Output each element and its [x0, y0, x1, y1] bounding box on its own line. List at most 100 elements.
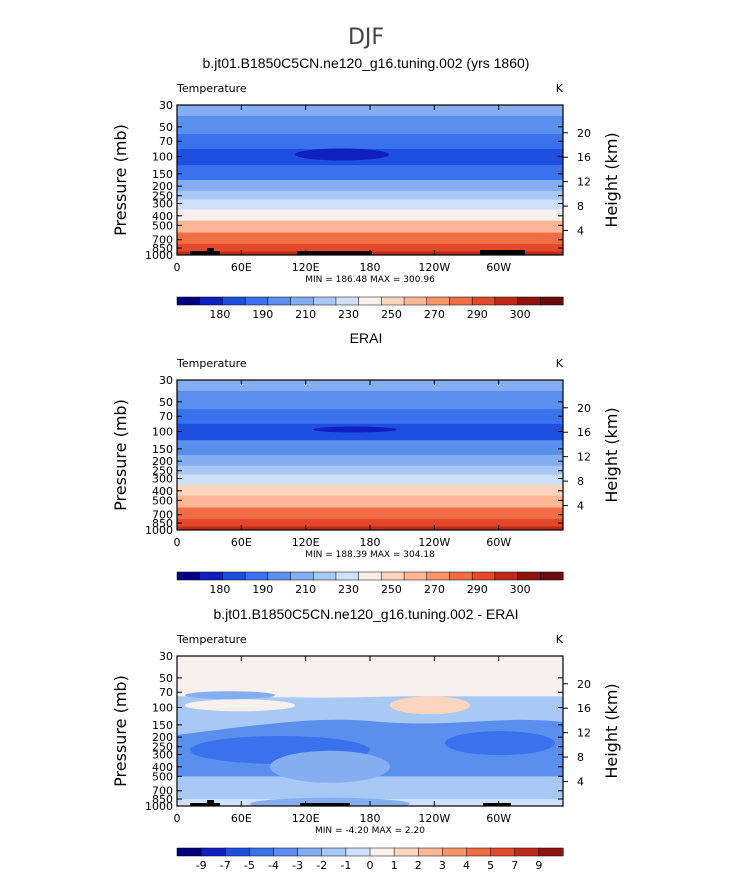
pressure-tick-label: 700	[152, 234, 173, 247]
panel-1: b.jt01.B1850C5CN.ne120_g16.tuning.002 (y…	[111, 55, 621, 321]
height-tick-label: 20	[577, 402, 591, 415]
height-tick-label: 8	[577, 751, 584, 764]
pressure-tick-label: 1000	[145, 249, 173, 262]
contour-band-50	[177, 115, 563, 135]
lon-tick-label: 180	[360, 536, 381, 549]
variable-label: Temperature	[176, 633, 247, 646]
diff-warm-left	[185, 699, 295, 712]
pressure-tick-label: 100	[152, 702, 173, 715]
height-tick-label: 8	[577, 200, 584, 213]
pressure-tick-label: 400	[152, 485, 173, 498]
colorbar-box	[403, 571, 428, 581]
pressure-tick-label: 300	[152, 472, 173, 485]
lon-tick-label: 60E	[231, 261, 252, 274]
topography-0	[190, 803, 220, 806]
colorbar-box	[449, 571, 473, 581]
pressure-tick-label: 150	[152, 719, 173, 732]
season-title: DJF	[348, 25, 384, 50]
colorbar-label: -9	[196, 859, 207, 872]
pressure-tick-label: 400	[152, 761, 173, 774]
colorbar-box	[312, 571, 337, 581]
contour-band-70	[177, 409, 563, 425]
pressure-tick-label: 50	[159, 396, 173, 409]
colorbar-box	[490, 847, 516, 857]
contour-band-70	[177, 134, 563, 150]
colorbar-label: 180	[209, 308, 230, 321]
contour-band-400	[177, 209, 563, 222]
height-tick-label: 12	[577, 176, 591, 189]
contour-band-300	[177, 474, 563, 486]
diff-warm-patch	[390, 696, 470, 715]
height-tick-label: 4	[577, 225, 584, 238]
colorbar-box	[514, 847, 540, 857]
pressure-tick-label: 70	[159, 686, 173, 699]
height-tick-label: 16	[577, 151, 591, 164]
panel-title: b.jt01.B1850C5CN.ne120_g16.tuning.002 - …	[213, 606, 518, 622]
lon-tick-label: 60W	[486, 812, 511, 825]
contour-band-700	[177, 507, 563, 520]
y-axis-label-right: Height (km)	[602, 683, 621, 778]
colorbar-label: 7	[511, 859, 518, 872]
lon-tick-label: 120E	[292, 261, 320, 274]
colorbar-box	[244, 296, 269, 306]
colorbar-label: 270	[424, 583, 445, 596]
contour-band-400	[177, 484, 563, 497]
topography-3	[483, 803, 511, 806]
colorbar-box	[442, 847, 468, 857]
colorbar-box	[540, 296, 564, 306]
colorbar-box	[369, 847, 395, 857]
topography-1	[207, 248, 214, 255]
colorbar-box	[449, 296, 473, 306]
contour-band-200	[177, 180, 563, 192]
diff-cool-core-right	[445, 731, 555, 756]
colorbar-box	[244, 571, 269, 581]
colorbar-box	[267, 571, 292, 581]
colorbar-box	[426, 571, 451, 581]
colorbar-box	[403, 296, 428, 306]
pressure-tick-label: 1000	[145, 524, 173, 537]
colorbar-box	[200, 847, 226, 857]
lon-tick-label: 120W	[418, 261, 450, 274]
colorbar-box	[345, 847, 371, 857]
colorbar-box	[381, 571, 405, 581]
topography-3	[480, 250, 525, 255]
pressure-tick-label: 850	[152, 793, 173, 806]
colorbar-label: 250	[381, 308, 402, 321]
diff-warm-upper	[177, 673, 480, 698]
colorbar-box	[297, 847, 323, 857]
pressure-tick-label: 200	[152, 731, 173, 744]
lon-tick-label: 60E	[231, 536, 252, 549]
pressure-tick-label: 250	[152, 190, 173, 203]
colorbar-label: 290	[467, 583, 488, 596]
colorbar-box	[471, 571, 496, 581]
colorbar-label: -7	[220, 859, 231, 872]
colorbar-box	[540, 571, 564, 581]
pressure-tick-label: 200	[152, 455, 173, 468]
colorbar-label: -4	[268, 859, 279, 872]
y-axis-label-right: Height (km)	[602, 407, 621, 502]
colorbar-label: 300	[510, 308, 531, 321]
colorbar-label: -5	[244, 859, 255, 872]
pressure-tick-label: 30	[159, 99, 173, 112]
colorbar-label: -2	[316, 859, 327, 872]
lon-tick-label: 60E	[231, 812, 252, 825]
pressure-tick-label: 100	[152, 151, 173, 164]
colorbar-label: 210	[295, 308, 316, 321]
panel-3: b.jt01.B1850C5CN.ne120_g16.tuning.002 - …	[111, 606, 621, 872]
pressure-tick-label: 700	[152, 785, 173, 798]
pressure-tick-label: 400	[152, 210, 173, 223]
lon-tick-label: 60W	[486, 536, 511, 549]
colorbar-label: 290	[467, 308, 488, 321]
colorbar-box	[290, 296, 314, 306]
contour-band-850	[177, 518, 563, 528]
colorbar-label: 230	[338, 583, 359, 596]
contour-band-150	[177, 440, 563, 456]
pressure-tick-label: 700	[152, 509, 173, 522]
pressure-tick-label: 50	[159, 672, 173, 685]
colorbar-box	[312, 296, 337, 306]
contour-band-200	[177, 455, 563, 467]
topography-1	[207, 800, 214, 806]
pressure-tick-label: 150	[152, 168, 173, 181]
lon-tick-label: 0	[174, 261, 181, 274]
